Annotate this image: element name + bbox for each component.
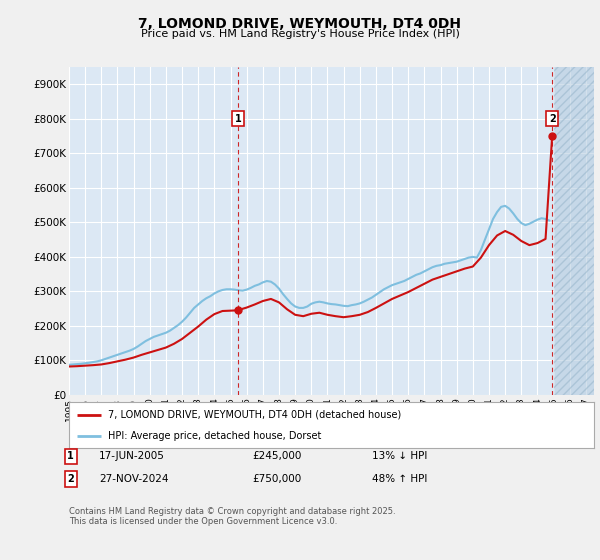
Text: 7, LOMOND DRIVE, WEYMOUTH, DT4 0DH: 7, LOMOND DRIVE, WEYMOUTH, DT4 0DH (139, 17, 461, 31)
Text: Price paid vs. HM Land Registry's House Price Index (HPI): Price paid vs. HM Land Registry's House … (140, 29, 460, 39)
Text: 2: 2 (549, 114, 556, 124)
Text: 13% ↓ HPI: 13% ↓ HPI (372, 451, 427, 461)
Text: £750,000: £750,000 (252, 474, 301, 484)
Text: 17-JUN-2005: 17-JUN-2005 (99, 451, 165, 461)
Text: HPI: Average price, detached house, Dorset: HPI: Average price, detached house, Dors… (109, 431, 322, 441)
Text: 7, LOMOND DRIVE, WEYMOUTH, DT4 0DH (detached house): 7, LOMOND DRIVE, WEYMOUTH, DT4 0DH (deta… (109, 410, 401, 420)
Text: £245,000: £245,000 (252, 451, 301, 461)
Bar (554, 67, 594, 395)
Text: 1: 1 (67, 451, 74, 461)
Text: Contains HM Land Registry data © Crown copyright and database right 2025.
This d: Contains HM Land Registry data © Crown c… (69, 507, 395, 526)
Text: 2: 2 (67, 474, 74, 484)
Text: 27-NOV-2024: 27-NOV-2024 (99, 474, 169, 484)
Text: 1: 1 (235, 114, 241, 124)
Text: 48% ↑ HPI: 48% ↑ HPI (372, 474, 427, 484)
